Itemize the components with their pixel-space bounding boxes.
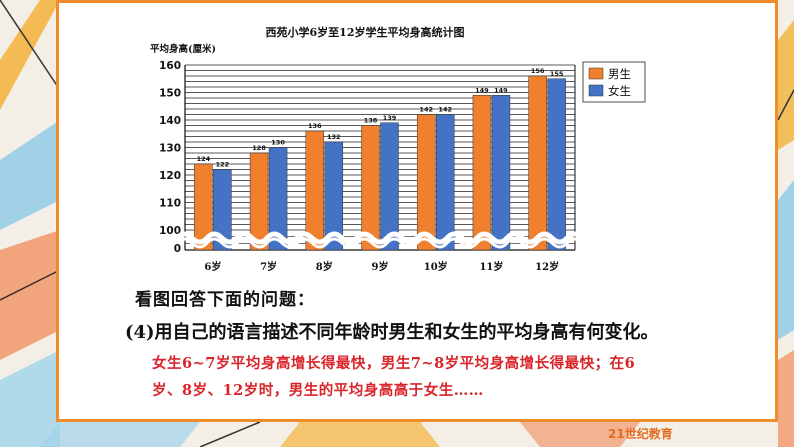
bar-girls bbox=[268, 147, 288, 251]
x-tick-label: 7岁 bbox=[260, 260, 277, 273]
chart-title: 西苑小学6岁至12岁学生平均身高统计图 bbox=[266, 25, 465, 39]
data-label: 132 bbox=[327, 133, 341, 141]
data-label: 138 bbox=[364, 117, 378, 125]
bar-girls bbox=[491, 95, 511, 251]
y-tick-label: 150 bbox=[159, 88, 181, 100]
legend-label: 女生 bbox=[608, 84, 631, 98]
x-tick-label: 10岁 bbox=[424, 260, 448, 273]
data-label: 139 bbox=[383, 114, 397, 122]
bar-boys bbox=[416, 114, 436, 251]
data-label: 149 bbox=[475, 86, 489, 94]
y-tick-label: 130 bbox=[159, 143, 181, 155]
question-4: (4)用自己的语言描述不同年龄时男生和女生的平均身高有何变化。 bbox=[125, 322, 659, 343]
axis-break bbox=[175, 237, 599, 249]
y-tick-label: 160 bbox=[159, 60, 181, 72]
bar-boys bbox=[249, 152, 269, 251]
data-label: 130 bbox=[271, 139, 285, 147]
y-tick-label: 140 bbox=[159, 115, 181, 127]
bar-boys bbox=[528, 75, 547, 251]
legend-swatch bbox=[588, 84, 604, 97]
bar-girls bbox=[324, 141, 344, 251]
bar-girls bbox=[380, 122, 399, 251]
y-tick-label: 120 bbox=[159, 170, 181, 182]
data-label: 149 bbox=[494, 86, 508, 94]
y-tick-label: 100 bbox=[159, 225, 181, 237]
data-label: 128 bbox=[252, 144, 266, 152]
bar-girls bbox=[213, 169, 232, 251]
bar-boys bbox=[472, 95, 492, 251]
y-tick-label: 110 bbox=[159, 198, 181, 210]
axis-break bbox=[175, 231, 599, 245]
data-label: 136 bbox=[308, 122, 322, 130]
data-label: 156 bbox=[531, 67, 545, 75]
bar-boys bbox=[305, 130, 325, 251]
data-label: 122 bbox=[216, 161, 230, 169]
answer-line-1: 女生6~7岁平均身高增长得最快，男生7~8岁平均身高增长得最快；在6 bbox=[152, 355, 636, 372]
y-axis-label: 平均身高(厘米) bbox=[150, 43, 216, 55]
bar-boys bbox=[361, 125, 380, 251]
answer-line-2: 岁、8岁、12岁时，男生的平均身高高于女生…… bbox=[152, 382, 484, 399]
bar-girls bbox=[547, 78, 566, 251]
x-tick-label: 6岁 bbox=[204, 260, 221, 273]
bar-boys bbox=[194, 163, 213, 251]
x-tick-label: 11岁 bbox=[479, 260, 503, 273]
x-tick-label: 9岁 bbox=[372, 260, 389, 273]
legend-label: 男生 bbox=[608, 67, 631, 81]
answer-text: 女生6~7岁平均身高增长得最快，男生7~8岁平均身高增长得最快；在6 岁、8岁、… bbox=[152, 350, 732, 404]
question-title: 看图回答下面的问题： bbox=[135, 290, 315, 310]
data-label: 142 bbox=[438, 106, 452, 114]
footer-logo: 21世纪教育 bbox=[608, 427, 673, 441]
data-label: 124 bbox=[197, 155, 211, 163]
x-tick-label: 12岁 bbox=[535, 260, 559, 273]
legend-swatch bbox=[588, 67, 604, 80]
x-tick-label: 8岁 bbox=[316, 260, 333, 273]
data-label: 155 bbox=[550, 70, 564, 78]
data-label: 142 bbox=[419, 106, 433, 114]
y-tick-label: 0 bbox=[174, 243, 181, 255]
bar-girls bbox=[435, 114, 455, 251]
